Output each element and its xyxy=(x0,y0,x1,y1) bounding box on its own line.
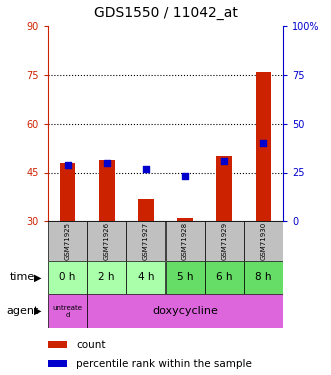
Text: 4 h: 4 h xyxy=(138,273,154,282)
Bar xyxy=(87,294,283,328)
Point xyxy=(143,166,149,172)
Bar xyxy=(216,156,232,221)
Text: percentile rank within the sample: percentile rank within the sample xyxy=(76,359,252,369)
Bar xyxy=(256,72,271,221)
Text: 0 h: 0 h xyxy=(59,273,76,282)
Text: 6 h: 6 h xyxy=(216,273,232,282)
Text: count: count xyxy=(76,340,106,350)
Text: agent: agent xyxy=(7,306,39,316)
Text: GSM71929: GSM71929 xyxy=(221,222,227,260)
Text: untreate
d: untreate d xyxy=(53,305,82,318)
Text: ▶: ▶ xyxy=(34,273,42,282)
Bar xyxy=(244,221,283,261)
Bar xyxy=(205,261,244,294)
Bar xyxy=(48,261,87,294)
Text: GSM71926: GSM71926 xyxy=(104,222,110,260)
Bar xyxy=(166,221,205,261)
Bar xyxy=(99,159,115,221)
Text: doxycycline: doxycycline xyxy=(152,306,218,316)
Bar xyxy=(244,261,283,294)
Point xyxy=(261,140,266,146)
Text: 8 h: 8 h xyxy=(255,273,272,282)
Text: time: time xyxy=(10,273,35,282)
Bar xyxy=(126,261,166,294)
Bar xyxy=(87,261,126,294)
Bar xyxy=(126,221,166,261)
Bar xyxy=(87,221,126,261)
Point xyxy=(65,162,70,168)
Text: ▶: ▶ xyxy=(34,306,42,316)
Text: GDS1550 / 11042_at: GDS1550 / 11042_at xyxy=(94,6,237,20)
Bar xyxy=(48,360,67,368)
Point xyxy=(182,173,188,179)
Text: 2 h: 2 h xyxy=(99,273,115,282)
Text: 5 h: 5 h xyxy=(177,273,193,282)
Bar xyxy=(48,341,67,348)
Bar xyxy=(166,261,205,294)
Bar xyxy=(138,198,154,221)
Bar xyxy=(205,221,244,261)
Text: GSM71925: GSM71925 xyxy=(65,222,71,260)
Bar xyxy=(48,221,87,261)
Bar xyxy=(60,163,75,221)
Bar xyxy=(48,294,87,328)
Text: GSM71928: GSM71928 xyxy=(182,222,188,260)
Text: GSM71927: GSM71927 xyxy=(143,222,149,260)
Point xyxy=(104,160,109,166)
Point xyxy=(222,158,227,164)
Text: GSM71930: GSM71930 xyxy=(260,222,266,260)
Bar xyxy=(177,218,193,221)
